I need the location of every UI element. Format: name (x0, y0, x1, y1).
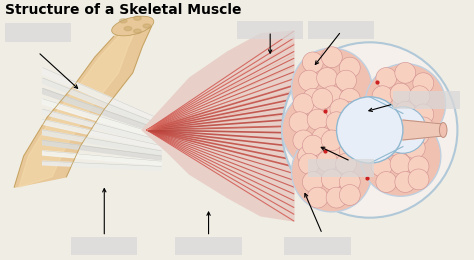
Ellipse shape (302, 172, 323, 192)
Polygon shape (43, 151, 161, 165)
FancyBboxPatch shape (5, 23, 71, 42)
Ellipse shape (302, 52, 323, 73)
Ellipse shape (312, 88, 333, 109)
Circle shape (119, 19, 127, 23)
Polygon shape (43, 109, 161, 145)
Polygon shape (19, 26, 137, 187)
Ellipse shape (307, 187, 328, 208)
Polygon shape (43, 68, 161, 126)
Ellipse shape (371, 156, 392, 177)
Polygon shape (43, 120, 161, 150)
Ellipse shape (376, 68, 397, 88)
Ellipse shape (317, 146, 337, 166)
Ellipse shape (282, 42, 457, 218)
Text: Structure of a Skeletal Muscle: Structure of a Skeletal Muscle (5, 3, 241, 17)
Ellipse shape (371, 120, 392, 140)
Ellipse shape (330, 143, 351, 164)
Ellipse shape (307, 109, 328, 130)
Ellipse shape (413, 104, 434, 125)
Ellipse shape (413, 117, 434, 138)
Ellipse shape (408, 169, 429, 190)
Ellipse shape (395, 62, 416, 83)
Ellipse shape (390, 83, 411, 104)
Circle shape (143, 24, 151, 28)
Ellipse shape (408, 156, 429, 177)
Polygon shape (403, 120, 443, 140)
Ellipse shape (339, 185, 360, 205)
FancyBboxPatch shape (308, 21, 374, 39)
FancyBboxPatch shape (71, 237, 137, 255)
Ellipse shape (299, 70, 319, 91)
Ellipse shape (336, 153, 356, 174)
FancyBboxPatch shape (284, 237, 351, 255)
Polygon shape (43, 161, 161, 170)
Ellipse shape (390, 114, 411, 135)
Polygon shape (43, 88, 161, 135)
Ellipse shape (293, 130, 314, 151)
Ellipse shape (408, 125, 429, 146)
Polygon shape (142, 31, 294, 221)
Ellipse shape (336, 70, 356, 91)
Circle shape (134, 29, 141, 33)
Polygon shape (43, 78, 161, 130)
Ellipse shape (282, 90, 363, 170)
Polygon shape (43, 130, 161, 155)
Ellipse shape (337, 97, 403, 163)
FancyBboxPatch shape (237, 21, 303, 39)
Ellipse shape (339, 172, 360, 192)
Ellipse shape (289, 112, 310, 133)
FancyBboxPatch shape (308, 159, 374, 177)
Ellipse shape (339, 140, 360, 161)
Ellipse shape (293, 94, 314, 114)
FancyBboxPatch shape (175, 237, 242, 255)
Ellipse shape (339, 101, 360, 122)
Ellipse shape (439, 122, 447, 138)
Ellipse shape (395, 172, 416, 192)
Ellipse shape (409, 86, 430, 107)
Ellipse shape (321, 47, 342, 68)
Ellipse shape (385, 135, 406, 156)
Ellipse shape (365, 64, 446, 144)
Ellipse shape (330, 130, 351, 151)
Ellipse shape (112, 16, 154, 36)
Ellipse shape (321, 169, 342, 190)
Ellipse shape (292, 131, 372, 212)
Ellipse shape (376, 172, 397, 192)
Ellipse shape (395, 101, 416, 122)
Ellipse shape (367, 138, 388, 159)
FancyBboxPatch shape (393, 91, 460, 109)
Ellipse shape (380, 107, 426, 153)
Ellipse shape (326, 112, 347, 133)
Ellipse shape (307, 104, 328, 125)
Ellipse shape (413, 73, 434, 94)
Ellipse shape (360, 116, 441, 196)
Ellipse shape (330, 99, 351, 120)
Polygon shape (370, 97, 403, 163)
Ellipse shape (312, 127, 333, 148)
Ellipse shape (298, 146, 319, 166)
Ellipse shape (302, 88, 323, 109)
Polygon shape (14, 26, 152, 187)
Ellipse shape (381, 120, 401, 140)
Ellipse shape (317, 68, 337, 88)
Ellipse shape (292, 48, 372, 129)
Ellipse shape (339, 88, 360, 109)
Polygon shape (43, 99, 161, 140)
Ellipse shape (317, 151, 337, 172)
Ellipse shape (404, 138, 425, 159)
Ellipse shape (339, 57, 360, 78)
Ellipse shape (372, 86, 393, 107)
Ellipse shape (326, 187, 347, 208)
Ellipse shape (400, 120, 420, 140)
Ellipse shape (299, 153, 319, 174)
Ellipse shape (321, 130, 342, 151)
Ellipse shape (326, 104, 347, 125)
Ellipse shape (376, 104, 397, 125)
Ellipse shape (321, 86, 342, 107)
Circle shape (134, 16, 141, 20)
Ellipse shape (390, 153, 411, 174)
Circle shape (124, 27, 132, 31)
Polygon shape (43, 140, 161, 160)
Ellipse shape (302, 135, 323, 156)
